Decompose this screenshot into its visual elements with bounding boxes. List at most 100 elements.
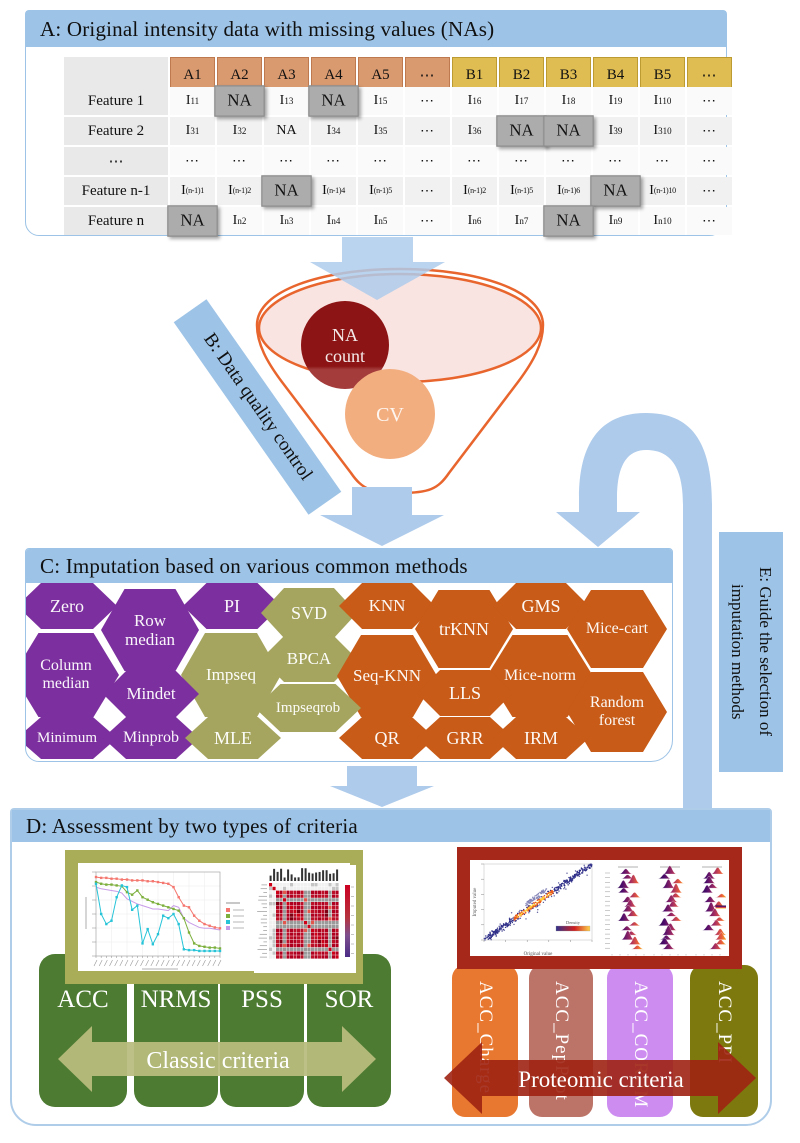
table-cell: I 18 [546, 87, 591, 115]
table-cell: ⋯ [311, 147, 356, 175]
table-cell: ⋯ [640, 147, 685, 175]
na-cell: NA [214, 85, 265, 117]
na-cell: NA [590, 175, 641, 207]
table-header-cell [64, 57, 168, 91]
panel-c-header: C: Imputation based on various common me… [26, 549, 672, 583]
panel-e-label: E: Guide the selection of imputation met… [719, 532, 783, 772]
table-row-label: Feature n-1 [64, 177, 168, 205]
table-cell: I (n-1)2 [217, 177, 262, 205]
table-cell: ⋯ [358, 147, 403, 175]
arrow-b-to-c [320, 487, 444, 546]
scatter-thumbnail: Original value Imputed value Density [472, 862, 600, 961]
table-cell: I 110 [640, 87, 685, 115]
proteomic-column-acc-pepprot: ACC_PepProt [529, 965, 593, 1117]
table-cell: ⋯ [687, 177, 732, 205]
table-cell: I 35 [358, 117, 403, 145]
table-cell: ⋯ [687, 147, 732, 175]
table-cell: I 36 [452, 117, 497, 145]
hexagon-minprob: Minprob [103, 717, 199, 759]
table-cell: ⋯ [687, 87, 732, 115]
table-cell: I 13 [264, 87, 309, 115]
heatmap-thumbnail [254, 865, 356, 978]
table-cell: I (n-1)1 [170, 177, 215, 205]
hexagon-impseqrob: Impseqrob [255, 684, 361, 732]
table-cell: I 32 [217, 117, 262, 145]
table-row-label: ⋯ [64, 147, 168, 175]
table-cell: I 31 [170, 117, 215, 145]
table-cell: ⋯ [687, 117, 732, 145]
hexagon-mle: MLE [185, 717, 281, 759]
table-cell: ⋯ [546, 147, 591, 175]
table-cell: ⋯ [405, 147, 450, 175]
hexagon-lls: LLS [417, 670, 513, 716]
na-cell: NA [496, 115, 547, 147]
panel-a: A: Original intensity data with missing … [25, 10, 732, 237]
table-cell: I 39 [593, 117, 638, 145]
panel-d-title: D: Assessment by two types of criteria [26, 813, 358, 838]
cv-bubble: CV [345, 369, 435, 459]
table-row-label: Feature 1 [64, 87, 168, 115]
table-cell: I 11 [170, 87, 215, 115]
intensity-table: A1 A2 A3 A4 A5 ⋯ B1 B2 B3 B4 B5 ⋯ Feature 1 I 11 NA I 13 N… [64, 57, 732, 237]
svg-text:Density: Density [566, 920, 581, 925]
proteomic-column-acc-ppi: ACC_PPI [690, 965, 758, 1117]
imputation-methods: Zero Row median PI SVD KNN trKNN GMS Mice-cart C… [26, 549, 672, 761]
table-cell: I (n-1)10 [640, 177, 685, 205]
table-cell: ⋯ [217, 147, 262, 175]
panel-d-header: D: Assessment by two types of criteria [12, 810, 770, 842]
na-count-bubble: NA count [301, 301, 389, 389]
table-cell: I (n-1)6 [546, 177, 591, 205]
table-cell: I (n-1)2 [452, 177, 497, 205]
table-cell: ⋯ [687, 207, 732, 235]
table-cell: I 19 [593, 87, 638, 115]
panel-d: D: Assessment by two types of criteria A… [10, 808, 772, 1126]
table-cell: NA [264, 117, 309, 145]
table-cell: ⋯ [405, 87, 450, 115]
table-cell: ⋯ [593, 147, 638, 175]
ridgeline-thumbnail [604, 862, 730, 961]
table-cell: I (n-1)5 [358, 177, 403, 205]
table-cell: ⋯ [170, 147, 215, 175]
svg-text:Original value: Original value [524, 952, 554, 956]
hexagon-grr: GRR [417, 717, 513, 759]
na-cell: NA [308, 85, 359, 117]
svg-text:NA: NA [332, 325, 358, 345]
panel-c-title: C: Imputation based on various common me… [40, 553, 468, 578]
na-cell: NA [543, 205, 594, 237]
na-cell: NA [543, 115, 594, 147]
table-cell: I (n-1)4 [311, 177, 356, 205]
table-cell: ⋯ [405, 177, 450, 205]
table-cell: I 34 [311, 117, 356, 145]
hexagon-bpca: BPCA [261, 636, 357, 682]
hexagon-row-median: Row median [101, 589, 199, 671]
feedback-arrow [556, 413, 712, 812]
panel-c: C: Imputation based on various common me… [25, 548, 673, 762]
arrow-c-to-d [330, 766, 434, 807]
arrow-a-to-b [310, 237, 445, 300]
hexagon-mice-cart: Mice-cart [567, 590, 667, 668]
table-cell: ⋯ [452, 147, 497, 175]
table-cell: I 17 [499, 87, 544, 115]
hexagon-svd: SVD [261, 588, 357, 638]
panel-a-title: A: Original intensity data with missing … [40, 16, 495, 41]
hexagon-knn: KNN [339, 583, 435, 629]
table-cell: ⋯ [264, 147, 309, 175]
hexagon-irm: IRM [493, 717, 589, 759]
table-cell: I 310 [640, 117, 685, 145]
table-row-label: Feature n [64, 207, 168, 235]
table-row-label: Feature 2 [64, 117, 168, 145]
table-cell: ⋯ [405, 117, 450, 145]
na-cell: NA [167, 205, 218, 237]
na-cell: NA [261, 175, 312, 207]
proteomic-column-acc-charge: ACC_Charge [452, 965, 518, 1117]
table-cell: ⋯ [499, 147, 544, 175]
hexagon-pi: PI [183, 583, 281, 629]
